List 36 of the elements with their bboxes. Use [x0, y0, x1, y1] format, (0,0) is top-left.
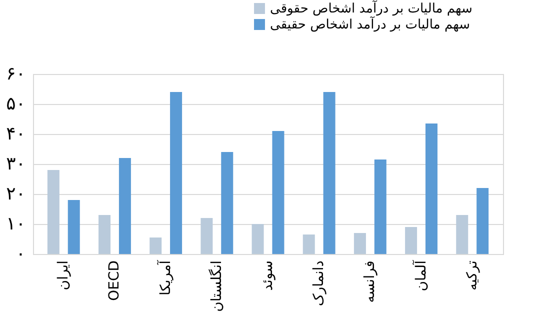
bar: [68, 200, 80, 254]
bar: [476, 188, 489, 254]
y-tick-label: ۶۰: [6, 64, 26, 84]
bar: [354, 233, 366, 254]
y-tick-label: ۴۰: [6, 124, 26, 144]
bar: [221, 152, 234, 254]
x-tick-label: ایران: [56, 260, 72, 290]
bar: [118, 158, 131, 254]
x-tick-label: آمریکا: [156, 259, 174, 296]
y-tick-label: ۲۰: [6, 184, 26, 204]
bar: [170, 92, 182, 254]
bar: [323, 92, 336, 254]
x-tick-label: دانمارک: [311, 260, 328, 306]
bar: [98, 215, 111, 254]
legend-label: سهم مالیات بر درآمد اشخاص حقوقی: [270, 0, 472, 16]
x-tick-label: ترکیه: [464, 260, 480, 291]
y-tick-label: ۵۰: [6, 94, 26, 114]
legend-label: سهم مالیات بر درآمد اشخاص حقیقی: [270, 16, 470, 32]
x-tick-label: OECD: [106, 260, 123, 301]
y-tick-label: ۱۰: [6, 214, 26, 234]
x-tick-label: انگلستان: [208, 260, 225, 312]
bar: [272, 131, 284, 254]
x-tick-label: آلمان: [411, 259, 430, 292]
bar: [150, 238, 162, 254]
y-tick-label: ۳۰: [6, 154, 26, 174]
y-tick-label: ۰: [16, 244, 26, 264]
x-tick-label: سوئد: [260, 260, 276, 291]
bar: [425, 124, 438, 254]
bar: [302, 234, 315, 254]
bar: [200, 218, 213, 254]
bar: [47, 170, 60, 254]
x-tick-label: فرانسه: [362, 260, 378, 303]
bar: [456, 215, 468, 254]
bar: [374, 160, 386, 254]
bar: [252, 224, 264, 254]
bar: [405, 227, 418, 254]
